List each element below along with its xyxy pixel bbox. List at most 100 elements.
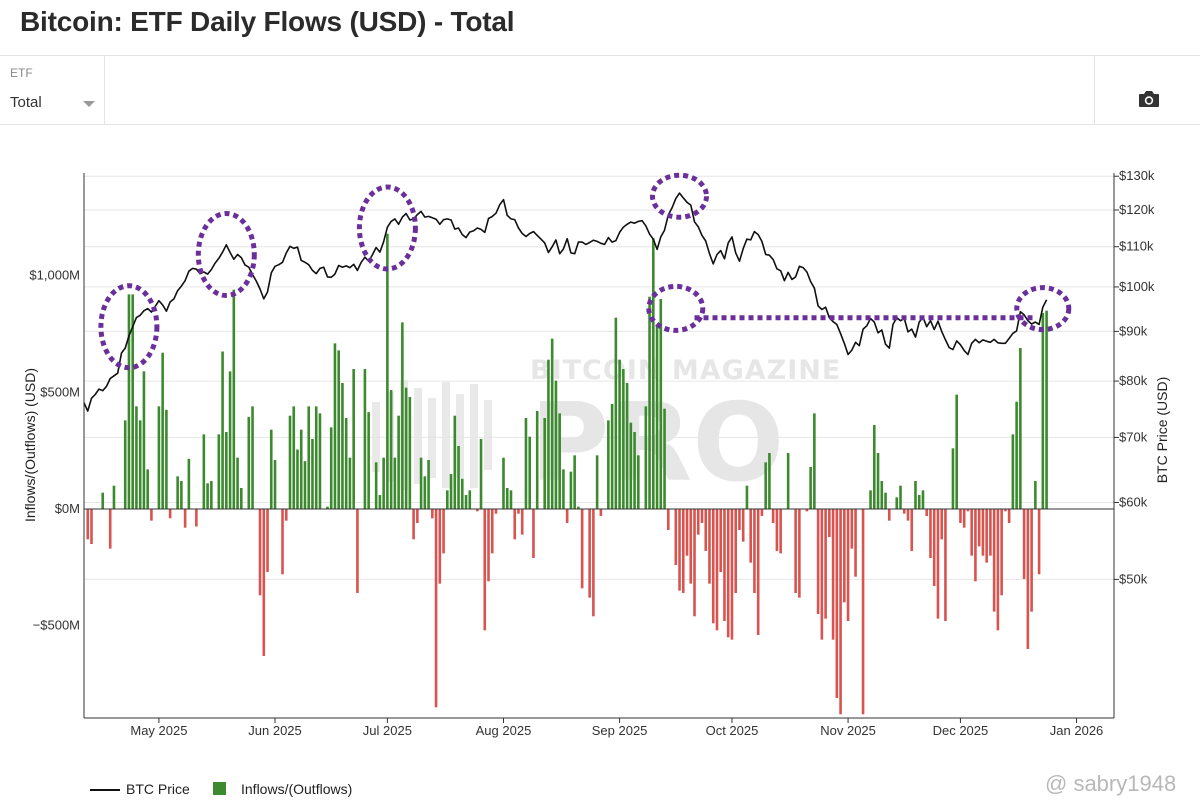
outflow-bar	[775, 509, 779, 551]
inflow-bar	[554, 380, 558, 509]
inflow-bar	[247, 416, 251, 509]
x-tick-label: Sep 2025	[592, 723, 648, 738]
outflow-bar	[588, 509, 591, 598]
outflow-bar	[168, 509, 172, 519]
inflow-bar	[157, 406, 161, 509]
inflow-bar	[101, 492, 105, 509]
inflow-bar	[876, 453, 880, 509]
inflow-bar	[228, 371, 232, 509]
inflow-bar	[505, 488, 509, 509]
outflow-bar	[861, 509, 865, 715]
outflow-bar	[996, 509, 1000, 631]
outflow-bar	[846, 509, 850, 621]
inflow-bar	[318, 413, 322, 509]
outflow-bar	[854, 509, 857, 577]
etf-dropdown[interactable]: ETF Total	[0, 56, 105, 124]
outflow-bar	[284, 509, 288, 521]
inflow-bar	[367, 412, 370, 509]
outflow-bar	[839, 509, 842, 715]
outflow-bar	[487, 509, 490, 582]
inflow-bar	[921, 490, 925, 509]
outflow-bar	[693, 509, 696, 617]
inflow-bar	[460, 478, 464, 509]
outflow-bar	[490, 509, 494, 554]
outflow-bar	[970, 509, 973, 556]
inflow-bar	[614, 317, 618, 509]
inflow-bar	[165, 409, 168, 509]
outflow-bar	[902, 509, 906, 514]
outflow-bar	[944, 509, 947, 621]
inflow-bar	[221, 351, 224, 509]
inflow-bar	[884, 492, 887, 509]
inflow-bar	[303, 461, 307, 509]
chevron-down-icon[interactable]	[83, 101, 95, 107]
inflow-bar	[1041, 313, 1045, 509]
outflow-bar	[678, 509, 681, 591]
inflow-bar	[326, 506, 329, 509]
outflow-bar	[1022, 509, 1026, 579]
outflow-bar	[266, 509, 269, 572]
outflow-bar	[962, 509, 966, 528]
inflow-bar	[637, 455, 640, 509]
inflow-bar	[768, 453, 771, 509]
outflow-bar	[599, 509, 603, 516]
inflow-bar	[397, 415, 400, 509]
outflow-bar	[936, 509, 940, 619]
outflow-bar	[431, 509, 434, 519]
right-tick-label: $130k	[1119, 168, 1155, 183]
outflow-bar	[719, 509, 723, 572]
screenshot-button[interactable]	[1094, 56, 1200, 124]
inflow-bar	[378, 495, 382, 509]
outflow-bar	[749, 509, 752, 563]
outflow-bar	[1007, 509, 1011, 523]
inflow-bar	[386, 233, 389, 509]
inflow-bar	[288, 415, 292, 509]
inflow-bar	[786, 453, 790, 509]
inflow-bar	[464, 495, 468, 509]
inflow-bar	[644, 406, 648, 509]
inflow-bar	[573, 455, 576, 509]
inflow-bar	[408, 397, 412, 509]
inflow-bar	[446, 490, 449, 509]
x-tick-label: Oct 2025	[706, 723, 759, 738]
legend-bar-swatch	[213, 782, 226, 795]
outflow-bar	[992, 509, 996, 612]
inflow-bar	[131, 294, 134, 509]
right-tick-label: $120k	[1119, 202, 1155, 217]
outflow-bar	[760, 509, 764, 516]
etf-dropdown-value[interactable]: Total	[10, 94, 42, 111]
highlight-ellipse	[650, 172, 709, 220]
page-title: Bitcoin: ETF Daily Flows (USD) - Total	[20, 6, 515, 37]
inflow-bar	[951, 448, 955, 509]
inflow-bar	[180, 481, 183, 509]
outflow-bar	[959, 509, 962, 523]
inflow-bar	[813, 413, 816, 509]
inflow-bar	[423, 476, 427, 509]
inflow-bar	[176, 476, 179, 509]
inflow-bar	[562, 469, 565, 509]
inflow-bar	[895, 497, 899, 509]
inflow-bar	[348, 457, 352, 509]
inflow-bar	[1045, 310, 1048, 509]
outflow-bar	[356, 509, 359, 593]
outflow-bar	[708, 509, 711, 584]
inflow-bar	[880, 481, 884, 509]
right-tick-label: $110k	[1119, 239, 1154, 254]
inflow-bar	[577, 506, 580, 509]
inflow-bar	[187, 458, 191, 509]
highlight-ellipse	[1014, 285, 1072, 333]
inflow-bar	[1015, 401, 1018, 509]
inflow-bar	[135, 406, 138, 509]
inflow-bar	[468, 490, 472, 509]
btc-price-line	[83, 192, 1048, 412]
camera-icon[interactable]	[1138, 90, 1160, 108]
outflow-bar	[816, 509, 820, 614]
flow-bars	[86, 233, 1048, 715]
inflow-bar	[269, 429, 273, 509]
inflow-bar	[869, 490, 872, 509]
outflow-bar	[517, 509, 520, 514]
outflow-bar	[738, 509, 741, 530]
highlight-ellipse	[646, 283, 706, 333]
outflow-bar	[565, 509, 569, 523]
user-watermark: @ sabry1948	[1045, 771, 1177, 796]
